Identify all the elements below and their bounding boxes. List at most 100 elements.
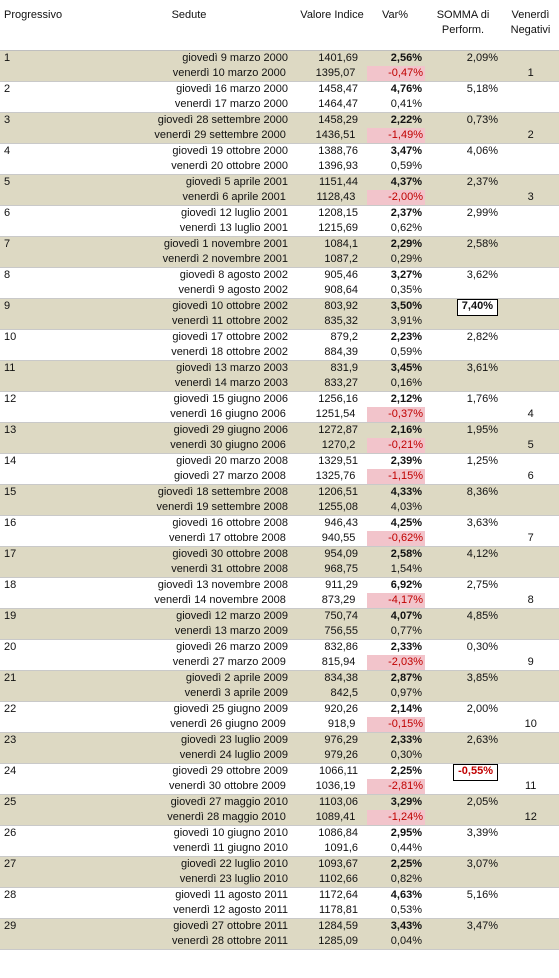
cell-empty: [502, 454, 559, 469]
cell-venerdi-negativo: 6: [527, 470, 534, 482]
table-row: 11 giovedì 13 marzo 2003 831,9 3,45% 3,61% ve…: [0, 361, 559, 392]
cell-seduta-venerdi: venerdì 12 agosto 2011: [173, 904, 288, 916]
cell-var: 0,82%: [390, 873, 422, 885]
cell-empty: [502, 547, 559, 562]
cell-seduta-giovedi: giovedì 25 giugno 2009: [173, 703, 288, 715]
cell-var: 0,29%: [390, 253, 422, 265]
header-var: Var%: [381, 9, 409, 21]
cell-seduta-giovedi: giovedì 29 ottobre 2009: [172, 765, 288, 777]
header-valore-indice: Valore Indice: [300, 9, 364, 21]
cell-venerdi-negativo: 11: [525, 780, 537, 792]
table-row: 26 giovedì 10 giugno 2010 1086,84 2,95% 3,39…: [0, 826, 559, 857]
cell-somma: 3,85%: [466, 672, 498, 684]
cell-valore: 976,29: [324, 734, 358, 746]
cell-seduta-giovedi: giovedì 23 luglio 2009: [180, 734, 288, 746]
cell-progressivo: 6: [4, 207, 11, 219]
cell-venerdi-negativo: [502, 221, 559, 236]
cell-seduta-venerdi: venerdì 2 novembre 2001: [162, 253, 288, 265]
table-row: 15 giovedì 18 settembre 2008 1206,51 4,33% 8…: [0, 485, 559, 516]
cell-progressivo: 27: [4, 858, 17, 870]
cell-var: 3,50%: [390, 300, 422, 312]
cell-valore: 1255,08: [318, 501, 358, 513]
cell-venerdi-negativo: [502, 252, 559, 267]
table-row: 13 giovedì 29 giugno 2006 1272,87 2,16% 1,95…: [0, 423, 559, 454]
cell-progressivo: 13: [4, 424, 17, 436]
cell-var: -2,81%: [367, 779, 425, 794]
cell-var: 3,29%: [390, 796, 422, 808]
cell-seduta-giovedi: giovedì 13 marzo 2003: [176, 362, 288, 374]
cell-seduta-venerdi: venerdì 18 ottobre 2002: [171, 346, 288, 358]
cell-empty: [0, 314, 80, 329]
cell-empty: [502, 299, 559, 314]
cell-venerdi-negativo: 3: [527, 191, 534, 203]
cell-var: 2,29%: [390, 238, 422, 250]
header-sedute: Sedute: [171, 9, 207, 21]
cell-venerdi-negativo: 10: [524, 718, 537, 730]
cell-var: 4,37%: [390, 176, 422, 188]
cell-var: 2,56%: [390, 52, 422, 64]
table-row: 1 giovedì 9 marzo 2000 1401,69 2,56% 2,09% ve…: [0, 51, 559, 82]
header-venerdi-negativi: Venerdì Negativi: [510, 9, 551, 36]
cell-progressivo: 29: [4, 920, 17, 932]
cell-empty: [425, 810, 502, 825]
cell-seduta-venerdi: giovedì 27 marzo 2008: [173, 470, 286, 482]
cell-somma: 3,63%: [466, 517, 498, 529]
cell-var: 2,14%: [390, 703, 422, 715]
cell-var: -0,62%: [367, 531, 425, 546]
cell-seduta-giovedi: giovedì 30 ottobre 2008: [172, 548, 288, 560]
table-row: 18 giovedì 13 novembre 2008 911,29 6,92% 2,7…: [0, 578, 559, 609]
cell-venerdi-negativo: [502, 314, 559, 329]
cell-empty: [424, 748, 502, 763]
cell-valore: 842,5: [330, 687, 358, 699]
cell-valore: 1436,51: [315, 129, 356, 141]
cell-valore: 1272,87: [318, 424, 358, 436]
cell-valore: 968,75: [324, 563, 358, 575]
table-row: 9 giovedì 10 ottobre 2002 803,92 3,50% 7,40%…: [0, 299, 559, 330]
cell-valore: 873,29: [321, 594, 356, 606]
table-row: 5 giovedì 5 aprile 2001 1151,44 4,37% 2,37% v…: [0, 175, 559, 206]
cell-seduta-giovedi: giovedì 12 marzo 2009: [176, 610, 288, 622]
cell-progressivo: 22: [4, 703, 17, 715]
cell-seduta-venerdi: venerdì 14 novembre 2008: [154, 594, 286, 606]
cell-seduta-giovedi: giovedì 2 aprile 2009: [185, 672, 288, 684]
cell-var: 3,47%: [390, 145, 422, 157]
cell-empty: [424, 841, 502, 856]
header-progressivo: Progressivo: [4, 9, 63, 21]
cell-seduta-venerdi: venerdì 11 ottobre 2002: [172, 315, 288, 327]
cell-venerdi-negativo: [502, 159, 559, 174]
cell-empty: [424, 500, 502, 515]
cell-progressivo: 8: [4, 269, 11, 281]
cell-empty: [502, 640, 559, 655]
cell-var: -4,17%: [367, 593, 425, 608]
cell-var: -0,37%: [367, 407, 425, 422]
cell-empty: [502, 733, 559, 748]
cell-empty: [502, 144, 559, 159]
cell-empty: [425, 190, 502, 205]
cell-venerdi-negativo: 12: [524, 811, 537, 823]
cell-var: 4,76%: [390, 83, 422, 95]
cell-empty: [425, 593, 502, 608]
cell-empty: [0, 624, 80, 639]
cell-var: 2,25%: [390, 858, 422, 870]
cell-seduta-giovedi: giovedì 13 novembre 2008: [157, 579, 288, 591]
cell-empty: [502, 330, 559, 345]
cell-venerdi-negativo: [502, 903, 559, 918]
cell-var: 0,30%: [390, 749, 422, 761]
cell-valore: 1395,07: [315, 67, 356, 79]
cell-seduta-venerdi: venerdì 30 giugno 2006: [170, 439, 286, 451]
table-row: 27 giovedì 22 luglio 2010 1093,67 2,25% 3,07…: [0, 857, 559, 888]
cell-venerdi-negativo: [502, 376, 559, 391]
table-row: 8 giovedì 8 agosto 2002 905,46 3,27% 3,62% ve…: [0, 268, 559, 299]
cell-empty: [424, 903, 502, 918]
table-row: 24 giovedì 29 ottobre 2009 1066,11 2,25% -0,…: [0, 764, 559, 795]
cell-empty: [502, 671, 559, 686]
cell-progressivo: 1: [4, 52, 11, 64]
cell-seduta-giovedi: giovedì 5 aprile 2001: [185, 176, 288, 188]
cell-somma: 2,09%: [466, 52, 498, 64]
cell-valore: 1215,69: [318, 222, 358, 234]
cell-empty: [425, 407, 502, 422]
cell-somma: 5,16%: [466, 889, 498, 901]
cell-empty: [0, 159, 80, 174]
cell-empty: [502, 392, 559, 407]
cell-progressivo: 4: [4, 145, 11, 157]
